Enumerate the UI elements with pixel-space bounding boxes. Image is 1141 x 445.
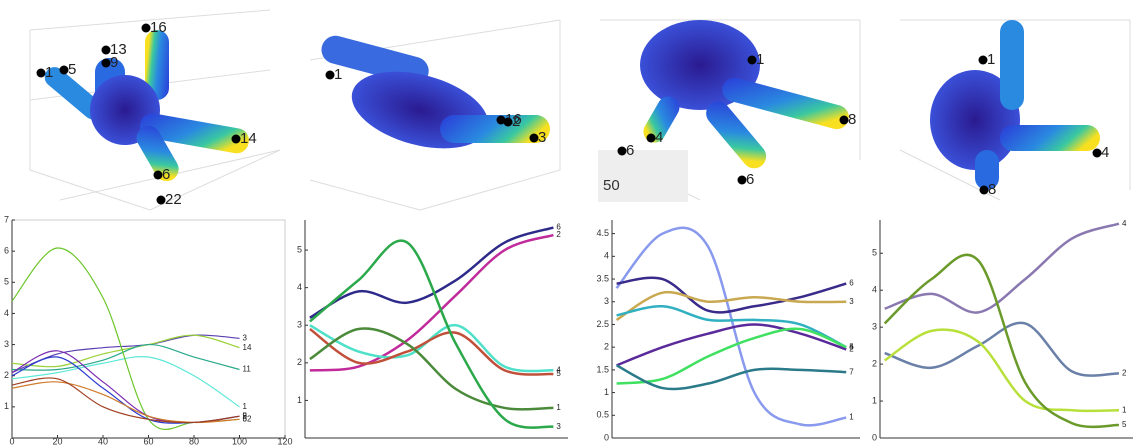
end-label: 6 bbox=[849, 279, 854, 288]
line bbox=[885, 330, 1119, 411]
line bbox=[310, 228, 554, 318]
end-label: 3 bbox=[849, 297, 854, 306]
end-label: 2 bbox=[556, 230, 561, 239]
axis-label: 50 bbox=[603, 177, 620, 194]
end-label: 11 bbox=[243, 365, 252, 374]
end-label: 5 bbox=[1122, 420, 1127, 429]
end-label: 9 bbox=[243, 411, 248, 420]
end-label: 2 bbox=[1122, 368, 1127, 377]
end-label: 14 bbox=[243, 343, 252, 352]
keypoint-label: 9 bbox=[110, 54, 118, 71]
line bbox=[12, 382, 240, 423]
line bbox=[12, 248, 240, 429]
y-tick-label: 1 bbox=[604, 387, 609, 397]
line bbox=[885, 323, 1119, 376]
y-tick-label: 2.5 bbox=[596, 319, 609, 329]
y-tick-label: 4 bbox=[604, 251, 609, 261]
y-tick-label: 4 bbox=[297, 282, 302, 292]
y-tick-label: 0 bbox=[872, 432, 877, 442]
plot-area bbox=[612, 220, 860, 438]
keypoint-label: 4 bbox=[655, 129, 663, 146]
y-tick-label: 5 bbox=[4, 277, 9, 287]
end-label: 5 bbox=[849, 342, 854, 351]
y-tick-label: 0.5 bbox=[596, 410, 609, 420]
y-tick-label: 4 bbox=[4, 308, 9, 318]
end-label: 1 bbox=[556, 403, 561, 412]
x-tick-label: 60 bbox=[143, 436, 153, 445]
y-tick-label: 1.5 bbox=[596, 364, 609, 374]
x-tick-label: 20 bbox=[52, 436, 62, 445]
end-label: 3 bbox=[556, 422, 561, 431]
render-shapes bbox=[41, 20, 1100, 190]
y-tick-label: 2 bbox=[4, 370, 9, 380]
keypoint-label: 16 bbox=[150, 19, 167, 36]
figure: 1613915146221623114686148501234567020406… bbox=[0, 0, 1141, 445]
end-label: 7 bbox=[849, 367, 854, 376]
y-tick-label: 3 bbox=[872, 322, 877, 332]
x-tick-label: 80 bbox=[189, 436, 199, 445]
keypoint-label: 14 bbox=[240, 130, 257, 147]
keypoint-label: 6 bbox=[746, 171, 754, 188]
y-tick-label: 3 bbox=[604, 296, 609, 306]
line bbox=[310, 325, 554, 371]
y-tick-label: 3 bbox=[4, 339, 9, 349]
y-tick-label: 3.5 bbox=[596, 273, 609, 283]
y-tick-label: 1 bbox=[872, 395, 877, 405]
keypoint-label: 3 bbox=[538, 129, 546, 146]
keypoint-label: 1 bbox=[987, 51, 995, 68]
y-tick-label: 4.5 bbox=[596, 228, 609, 238]
keypoint-label: 22 bbox=[165, 191, 182, 208]
keypoint-label: 5 bbox=[68, 61, 76, 78]
y-tick-label: 5 bbox=[872, 248, 877, 258]
y-tick-label: 0 bbox=[604, 432, 609, 442]
end-label: 5 bbox=[556, 369, 561, 378]
x-tick-label: 120 bbox=[277, 436, 292, 445]
page: 1613915146221623114686148501234567020406… bbox=[0, 0, 1141, 445]
x-tick-label: 0 bbox=[9, 436, 14, 445]
y-tick-label: 4 bbox=[872, 285, 877, 295]
keypoint-label: 6 bbox=[162, 166, 170, 183]
keypoint-label: 2 bbox=[512, 113, 520, 130]
y-tick-label: 1 bbox=[4, 401, 9, 411]
end-label: 4 bbox=[1122, 219, 1127, 228]
end-label: 1 bbox=[1122, 405, 1127, 414]
line bbox=[885, 255, 1119, 427]
y-tick-label: 1 bbox=[297, 395, 302, 405]
end-label: 3 bbox=[243, 333, 248, 342]
keypoint-label: 1 bbox=[756, 51, 764, 68]
line bbox=[617, 365, 847, 389]
end-label: 1 bbox=[849, 413, 854, 422]
y-tick-label: 2 bbox=[872, 358, 877, 368]
keypoint-label: 4 bbox=[1101, 144, 1109, 161]
y-tick-label: 6 bbox=[4, 246, 9, 256]
end-label: 1 bbox=[243, 402, 248, 411]
line bbox=[310, 235, 554, 370]
y-tick-label: 5 bbox=[297, 244, 302, 254]
y-tick-label: 2 bbox=[297, 357, 302, 367]
y-tick-label: 3 bbox=[297, 320, 302, 330]
x-tick-label: 100 bbox=[232, 436, 247, 445]
keypoint-label: 8 bbox=[988, 181, 996, 198]
keypoint-label: 6 bbox=[626, 142, 634, 159]
y-tick-label: 2 bbox=[604, 342, 609, 352]
keypoint-label: 1 bbox=[334, 66, 342, 83]
line bbox=[885, 224, 1119, 313]
keypoint-label: 8 bbox=[848, 111, 856, 128]
x-tick-label: 40 bbox=[98, 436, 108, 445]
y-tick-label: 7 bbox=[4, 214, 9, 224]
keypoint-label: 1 bbox=[45, 64, 53, 81]
plot-area bbox=[305, 220, 568, 438]
